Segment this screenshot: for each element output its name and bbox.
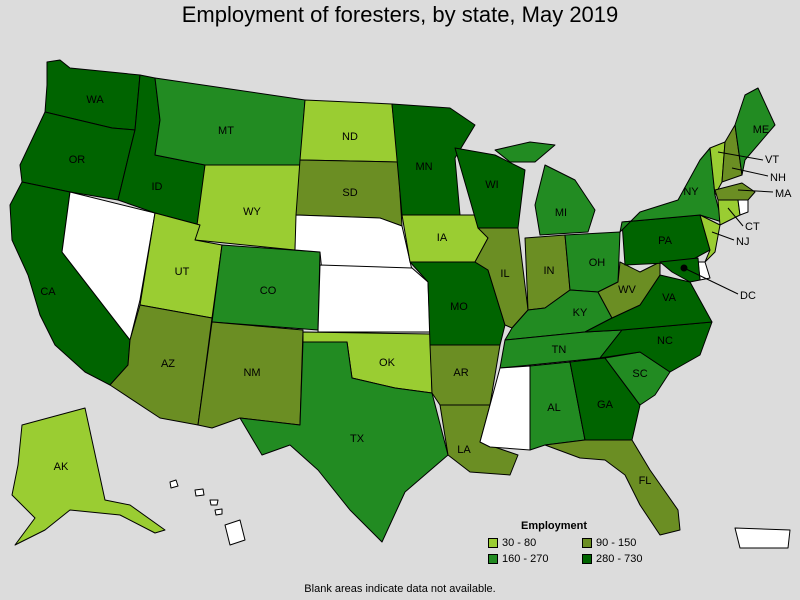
state-mt[interactable] [154, 77, 306, 166]
state-label-la: LA [457, 444, 471, 456]
state-label-sd: SD [342, 187, 357, 199]
state-label-mt: MT [218, 125, 234, 137]
legend-title: Employment [520, 520, 587, 532]
legend-swatch [488, 554, 498, 564]
state-label-nd: ND [342, 131, 358, 143]
legend-swatch [582, 554, 592, 564]
state-label-ut: UT [175, 266, 190, 278]
state-label-nj: NJ [736, 236, 749, 248]
legend: Employment 30 - 80 90 - 150 160 - 270 28… [484, 520, 664, 580]
state-ks[interactable] [317, 264, 431, 333]
state-mi[interactable] [534, 164, 596, 236]
state-tx[interactable] [239, 341, 449, 543]
state-label-mo: MO [450, 301, 468, 313]
state-label-ma: MA [775, 188, 792, 200]
state-label-tx: TX [350, 433, 365, 445]
state-ri[interactable] [737, 199, 749, 216]
label-leader-lines [683, 151, 774, 295]
state-label-ca: CA [40, 286, 56, 298]
state-label-oh: OH [589, 257, 606, 269]
state-label-me: ME [753, 124, 770, 136]
state-label-fl: FL [639, 475, 652, 487]
state-il[interactable] [474, 227, 529, 329]
state-label-ky: KY [573, 307, 588, 319]
legend-label: 280 - 730 [596, 553, 643, 565]
state-label-nm: NM [243, 367, 260, 379]
state-label-id: ID [152, 181, 163, 193]
state-label-vt: VT [765, 154, 779, 166]
state-ma[interactable] [714, 182, 756, 201]
state-label-va: VA [662, 292, 677, 304]
state-hi[interactable] [169, 479, 246, 546]
state-label-az: AZ [161, 358, 175, 370]
map-title: Employment of foresters, by state, May 2… [181, 2, 619, 27]
footnote: Blank areas indicate data not available. [304, 583, 496, 595]
state-label-pa: PA [658, 235, 673, 247]
state-label-wa: WA [86, 94, 104, 106]
state-ct[interactable] [717, 199, 741, 226]
state-nv[interactable] [61, 191, 156, 341]
legend-item-30-80: 30 - 80 [488, 537, 536, 549]
state-label-sc: SC [632, 368, 647, 380]
state-label-ar: AR [453, 367, 468, 379]
legend-swatch [488, 538, 498, 548]
state-label-tn: TN [552, 344, 567, 356]
state-label-ct: CT [745, 221, 760, 233]
state-label-mn: MN [415, 161, 432, 173]
legend-label: 160 - 270 [502, 553, 549, 565]
state-label-dc: DC [740, 290, 756, 302]
state-label-al: AL [547, 402, 560, 414]
legend-swatch [582, 538, 592, 548]
state-nj[interactable] [699, 214, 721, 263]
state-pr[interactable] [734, 527, 791, 549]
state-label-wi: WI [485, 179, 498, 191]
state-ak[interactable] [11, 407, 166, 546]
state-label-or: OR [69, 154, 86, 166]
state-label-in: IN [544, 265, 555, 277]
state-label-il: IL [500, 268, 509, 280]
legend-label: 90 - 150 [596, 537, 637, 549]
legend-item-160-270: 160 - 270 [488, 553, 548, 565]
state-label-ak: AK [54, 461, 69, 473]
state-label-ia: IA [437, 232, 448, 244]
legend-item-90-150: 90 - 150 [582, 537, 636, 549]
state-me[interactable] [734, 87, 776, 176]
state-label-nc: NC [657, 335, 673, 347]
state-label-co: CO [260, 285, 277, 297]
legend-item-280-730: 280 - 730 [582, 553, 642, 565]
state-label-wy: WY [243, 206, 261, 218]
state-ga[interactable] [569, 357, 641, 441]
state-label-mi: MI [555, 207, 567, 219]
state-mi-upper[interactable] [494, 141, 556, 163]
state-md[interactable] [659, 257, 701, 283]
legend-label: 30 - 80 [502, 537, 537, 549]
state-label-wv: WV [618, 284, 636, 296]
state-label-ok: OK [379, 357, 396, 369]
state-label-ga: GA [597, 399, 614, 411]
state-label-ny: NY [683, 186, 699, 198]
state-fl[interactable] [544, 439, 681, 536]
state-label-nh: NH [770, 172, 786, 184]
